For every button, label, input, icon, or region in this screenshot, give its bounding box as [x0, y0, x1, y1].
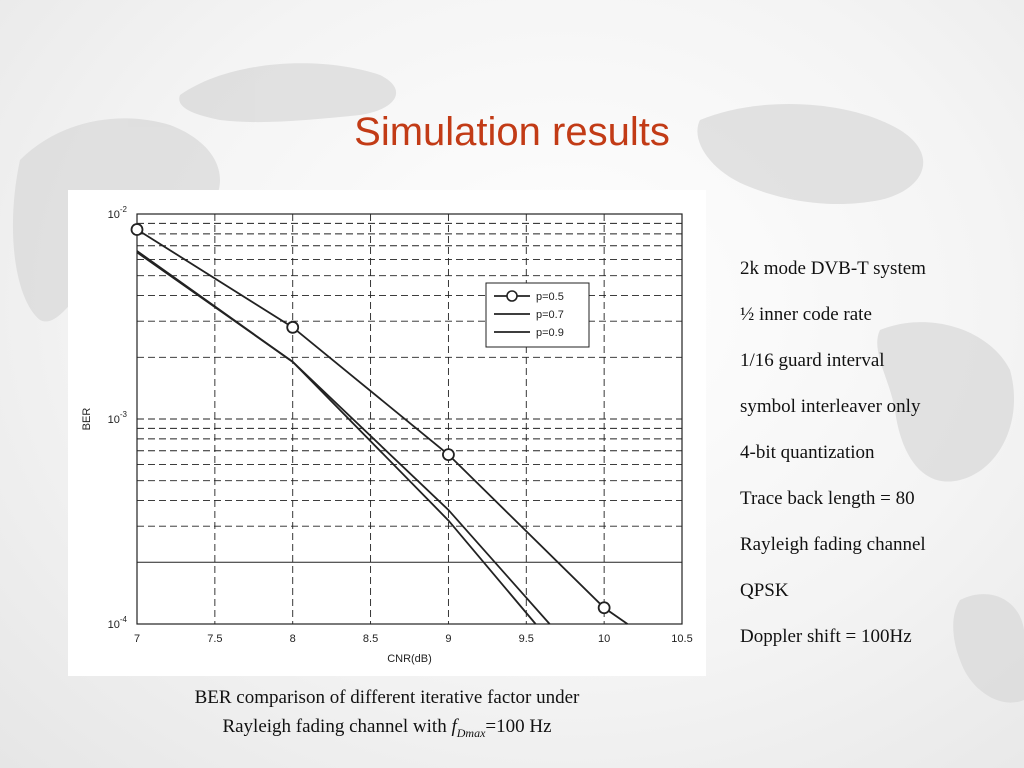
x-tick-label: 9.5	[519, 633, 534, 645]
chart-ticks: 7 7.5 8 8.5 9 9.5 10 10.5 10-2 10-3 10-4	[108, 205, 693, 645]
parameter-item: QPSK	[740, 580, 789, 601]
parameter-item: ½ inner code rate	[740, 304, 872, 325]
caption-suffix: =100 Hz	[485, 716, 552, 737]
parameter-item: 4-bit quantization	[740, 442, 875, 463]
caption-symbol: f	[451, 716, 457, 737]
caption-line-1: BER comparison of different iterative fa…	[194, 687, 580, 708]
y-axis-label: BER	[81, 408, 93, 431]
ber-chart-svg: 7 7.5 8 8.5 9 9.5 10 10.5 10-2 10-3 10-4 CNR(dB) B…	[81, 205, 693, 665]
series-marker	[442, 448, 455, 462]
map-landmass-east	[877, 322, 1015, 482]
legend-marker	[506, 290, 518, 302]
x-tick-label: 9	[445, 633, 451, 645]
map-landmass-north	[179, 63, 397, 123]
map-landmass-southeast	[953, 594, 1024, 703]
parameter-item: Doppler shift = 100Hz	[740, 626, 912, 647]
x-tick-label: 10.5	[671, 633, 692, 645]
parameter-item: 1/16 guard interval	[740, 350, 885, 371]
x-tick-label: 7.5	[207, 633, 222, 645]
map-landmass-northeast	[697, 103, 924, 205]
legend-label: p=0.9	[536, 327, 564, 339]
plot-area-frame	[136, 213, 683, 625]
y-tick-label: 10-2	[108, 205, 128, 221]
legend-box	[485, 282, 590, 348]
ber-chart: 7 7.5 8 8.5 9 9.5 10 10.5 10-2 10-3 10-4 CNR(dB) B…	[68, 190, 706, 676]
parameter-item: Rayleigh fading channel	[740, 534, 926, 555]
chart-grid	[137, 214, 682, 624]
parameter-item: 2k mode DVB-T system	[740, 258, 926, 279]
x-tick-label: 10	[598, 633, 610, 645]
caption-line-2: Rayleigh fading channel with fDmax=100 H…	[68, 712, 706, 748]
series-marker	[597, 601, 611, 615]
parameter-item: Trace back length = 80	[740, 488, 915, 509]
series-marker	[130, 223, 144, 236]
x-axis-label: CNR(dB)	[387, 653, 432, 665]
x-tick-label: 8.5	[363, 633, 378, 645]
series-marker	[286, 320, 300, 334]
series-line-3	[136, 250, 537, 625]
x-tick-label: 8	[290, 633, 296, 645]
legend-label: p=0.5	[536, 291, 564, 303]
legend-label: p=0.7	[536, 309, 564, 321]
caption-subscript: Dmax	[456, 725, 486, 740]
chart-series	[130, 223, 629, 625]
chart-legend: p=0.5 p=0.7 p=0.9	[485, 282, 590, 348]
x-tick-label: 7	[134, 633, 140, 645]
caption-line-2-prefix: Rayleigh fading channel with	[222, 716, 452, 737]
slide-title: Simulation results	[354, 110, 670, 154]
y-tick-label: 10-4	[108, 615, 128, 631]
parameter-item: symbol interleaver only	[740, 396, 921, 417]
chart-caption: BER comparison of different iterative fa…	[68, 683, 706, 748]
simulation-parameters-list: 2k mode DVB-T system ½ inner code rate 1…	[740, 254, 926, 668]
y-tick-label: 10-3	[108, 410, 128, 426]
